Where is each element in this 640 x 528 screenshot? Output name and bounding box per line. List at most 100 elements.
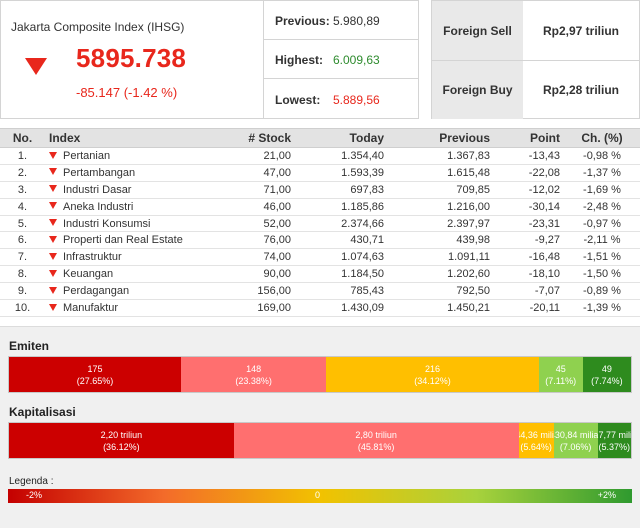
table-row[interactable]: 2. Pertambangan 47,00 1.593,39 1.615,48 -22,0… (0, 164, 640, 182)
row-stock: 47,00 (263, 166, 291, 179)
table-row[interactable]: 1. Pertanian 21,00 1.354,40 1.367,83 -13,43 -0… (0, 148, 640, 165)
index-value: 5895.738 (76, 43, 187, 73)
header-previous[interactable]: Previous (388, 128, 494, 148)
table-row[interactable]: 8. Keuangan 90,00 1.184,50 1.202,60 -18,10 -1,… (0, 266, 640, 283)
row-index-name[interactable]: Aneka Industri (45, 198, 220, 215)
header-stock[interactable]: # Stock (220, 128, 295, 148)
row-index-name[interactable]: Keuangan (45, 266, 220, 283)
legend-max: +2% (597, 490, 616, 500)
row-no: 4. (17, 200, 28, 213)
row-today: 1.185,86 (341, 200, 384, 213)
row-previous: 2.397,97 (447, 217, 490, 230)
row-stock: 52,00 (263, 217, 291, 230)
down-triangle-icon (49, 185, 57, 193)
header-today[interactable]: Today (295, 128, 388, 148)
index-name-label: Infrastruktur (63, 251, 122, 264)
row-index-name[interactable]: Properti dan Real Estate (45, 232, 220, 249)
row-index-name[interactable]: Pertambangan (45, 164, 220, 181)
kapitalisasi-segment[interactable]: 430,84 miliar(7.06%) (553, 423, 598, 458)
down-triangle-icon (49, 303, 57, 311)
stat-value: 5.889,56 (333, 93, 380, 107)
row-previous: 1.216,00 (447, 200, 490, 213)
row-stock: 90,00 (263, 268, 291, 281)
legend-title: Legenda : (9, 476, 54, 487)
stat-previous: Previous: 5.980,89 (264, 1, 418, 40)
row-index-name[interactable]: Industri Konsumsi (45, 215, 220, 232)
row-today: 1.184,50 (341, 268, 384, 281)
row-index-name[interactable]: Manufaktur (45, 300, 220, 317)
foreign-flow-card: Foreign Sell Rp2,97 triliun Foreign Buy … (431, 0, 640, 119)
index-name-label: Pertambangan (63, 166, 136, 179)
row-no: 5. (17, 217, 28, 230)
row-index-name[interactable]: Perdagangan (45, 283, 220, 300)
row-change: -2,48 % (583, 200, 621, 213)
row-no: 8. (17, 268, 28, 281)
segment-percent: (45.81%) (357, 441, 395, 452)
foreign-buy-label: Foreign Buy (432, 61, 523, 119)
table-row[interactable]: 4. Aneka Industri 46,00 1.185,86 1.216,00 -30… (0, 198, 640, 216)
row-previous: 439,98 (456, 234, 490, 247)
table-row[interactable]: 3. Industri Dasar 71,00 697,83 709,85 -12,02 -… (0, 181, 640, 199)
kapitalisasi-segment[interactable]: 2,80 triliun (45.81%) (233, 423, 519, 458)
row-index-name[interactable]: Infrastruktur (45, 249, 220, 266)
emiten-segment[interactable]: 49 (7.74%) (582, 357, 631, 392)
row-change: -1,51 % (583, 251, 621, 264)
row-today: 430,71 (350, 234, 384, 247)
table-row[interactable]: 9. Perdagangan 156,00 785,43 792,50 -7,07 -0,8… (0, 283, 640, 300)
emiten-segment[interactable]: 175 (27.65%) (9, 357, 181, 392)
segment-value: 2,80 triliun (355, 429, 397, 440)
kapitalisasi-segment[interactable]: 327,77 miliar(5.37%) (597, 423, 631, 458)
table-row[interactable]: 6. Properti dan Real Estate 76,00 430,71 439… (0, 232, 640, 249)
table-row[interactable]: 10. Manufaktur 169,00 1.430,09 1.450,21 -20,1… (0, 300, 640, 317)
segment-value: 49 (601, 363, 612, 374)
row-stock: 21,00 (263, 149, 291, 162)
row-point: -23,31 (528, 217, 560, 230)
row-stock: 71,00 (263, 183, 291, 196)
header-point[interactable]: Point (494, 128, 564, 148)
header-index[interactable]: Index (45, 128, 220, 148)
row-no: 3. (17, 183, 28, 196)
row-no: 1. (17, 149, 28, 162)
kapitalisasi-segment[interactable]: 344,36 miliar(5.64%) (518, 423, 554, 458)
foreign-sell-label: Foreign Sell (432, 1, 523, 60)
emiten-segment[interactable]: 45 (7.11%) (538, 357, 583, 392)
kapitalisasi-segment[interactable]: 2,20 triliun (36.12%) (9, 423, 234, 458)
row-change: -1,39 % (583, 301, 621, 314)
table-header-row: No. Index # Stock Today Previous Point C… (0, 128, 640, 148)
legend-mid: 0 (315, 490, 321, 500)
row-today: 1.593,39 (341, 166, 384, 179)
row-index-name[interactable]: Industri Dasar (45, 181, 220, 198)
emiten-segment[interactable]: 216 (34.12%) (326, 357, 539, 392)
row-change: -1,37 % (583, 166, 621, 179)
row-point: -18,10 (528, 268, 560, 281)
row-today: 1.430,09 (341, 301, 384, 314)
sector-index-table: No. Index # Stock Today Previous Point C… (0, 128, 640, 317)
header-no[interactable]: No. (0, 128, 45, 148)
row-previous: 1.367,83 (447, 149, 490, 162)
stat-label: Highest: (275, 53, 323, 67)
table-row[interactable]: 7. Infrastruktur 74,00 1.074,63 1.091,11 -16,… (0, 249, 640, 266)
market-distribution-panel: Emiten 175 (27.65%) 148 (23.38%) 216 (34.12%)… (0, 326, 640, 528)
index-stats-card: Previous: 5.980,89 Highest: 6.009,63 Low… (264, 0, 419, 119)
segment-value: 327,77 miliar (598, 429, 631, 440)
row-change: -2,11 % (583, 234, 621, 247)
row-index-name[interactable]: Pertanian (45, 148, 220, 165)
foreign-sell-row: Foreign Sell Rp2,97 triliun (432, 1, 639, 60)
down-triangle-icon (49, 286, 57, 294)
down-triangle-icon (25, 58, 47, 75)
segment-value: 344,36 miliar (519, 429, 554, 440)
index-name-label: Aneka Industri (63, 200, 134, 213)
row-no: 9. (17, 285, 28, 298)
index-name-label: Industri Dasar (63, 183, 132, 196)
row-point: -30,14 (528, 200, 560, 213)
table-row[interactable]: 5. Industri Konsumsi 52,00 2.374,66 2.397,97… (0, 215, 640, 232)
header-change[interactable]: Ch. (%) (564, 128, 640, 148)
index-name-label: Perdagangan (63, 285, 130, 298)
index-name-label: Keuangan (63, 268, 114, 281)
foreign-sell-value: Rp2,97 triliun (542, 23, 619, 38)
segment-percent: (27.65%) (76, 375, 114, 386)
segment-percent: (34.12%) (414, 375, 451, 386)
emiten-segment[interactable]: 148 (23.38%) (180, 357, 327, 392)
index-name-label: Industri Konsumsi (63, 217, 151, 230)
index-name-label: Manufaktur (63, 301, 119, 314)
